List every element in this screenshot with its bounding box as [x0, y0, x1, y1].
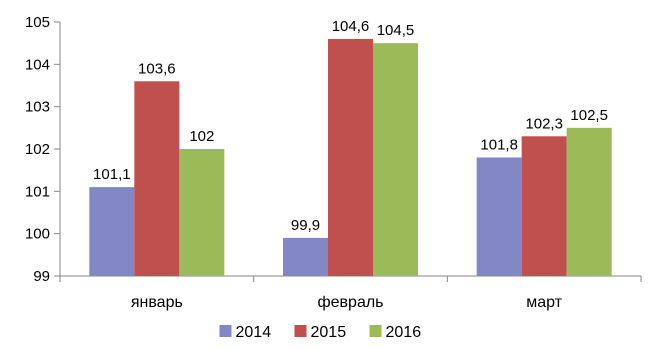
x-axis: январь февраль март	[59, 275, 642, 311]
data-label: 104,5	[377, 22, 415, 39]
bar	[328, 38, 373, 276]
data-label: 102,5	[570, 107, 608, 124]
bar	[283, 237, 328, 276]
legend-label: 2014	[236, 324, 272, 341]
y-tick-label: 99	[33, 268, 50, 285]
y-tick-label: 104	[25, 56, 50, 73]
legend-swatch	[219, 325, 232, 337]
data-label: 102	[189, 128, 214, 145]
data-label: 101,1	[93, 166, 131, 183]
data-labels: 101,1 103,6 102 99,9 104,6 104,5 101,8 102,3 102…	[93, 18, 608, 234]
data-label: 99,9	[291, 217, 320, 234]
legend-swatch	[369, 325, 382, 337]
legend: 2014 2015 2016	[219, 324, 422, 341]
x-category-label: февраль	[317, 294, 383, 311]
bar	[373, 43, 418, 276]
y-tick-label: 103	[25, 99, 50, 116]
bars	[89, 38, 612, 277]
x-category-label: январь	[131, 294, 183, 311]
legend-swatch	[294, 325, 307, 337]
bar	[521, 136, 567, 276]
bar	[566, 127, 612, 276]
data-label: 103,6	[138, 60, 176, 77]
bar	[179, 149, 225, 276]
bar	[134, 81, 180, 277]
y-tick-label: 102	[25, 141, 50, 158]
bar	[89, 187, 135, 276]
bar	[476, 157, 522, 276]
y-tick-label: 100	[25, 226, 50, 243]
data-label: 101,8	[480, 136, 518, 153]
legend-label: 2016	[386, 324, 422, 341]
data-label: 104,6	[332, 18, 370, 35]
y-axis: 99 100 101 102 103 104 105	[25, 14, 61, 285]
data-label: 102,3	[525, 115, 563, 132]
legend-label: 2015	[311, 324, 347, 341]
x-category-label: март	[526, 294, 562, 311]
y-tick-label: 105	[25, 14, 50, 31]
y-tick-label: 101	[25, 183, 50, 200]
